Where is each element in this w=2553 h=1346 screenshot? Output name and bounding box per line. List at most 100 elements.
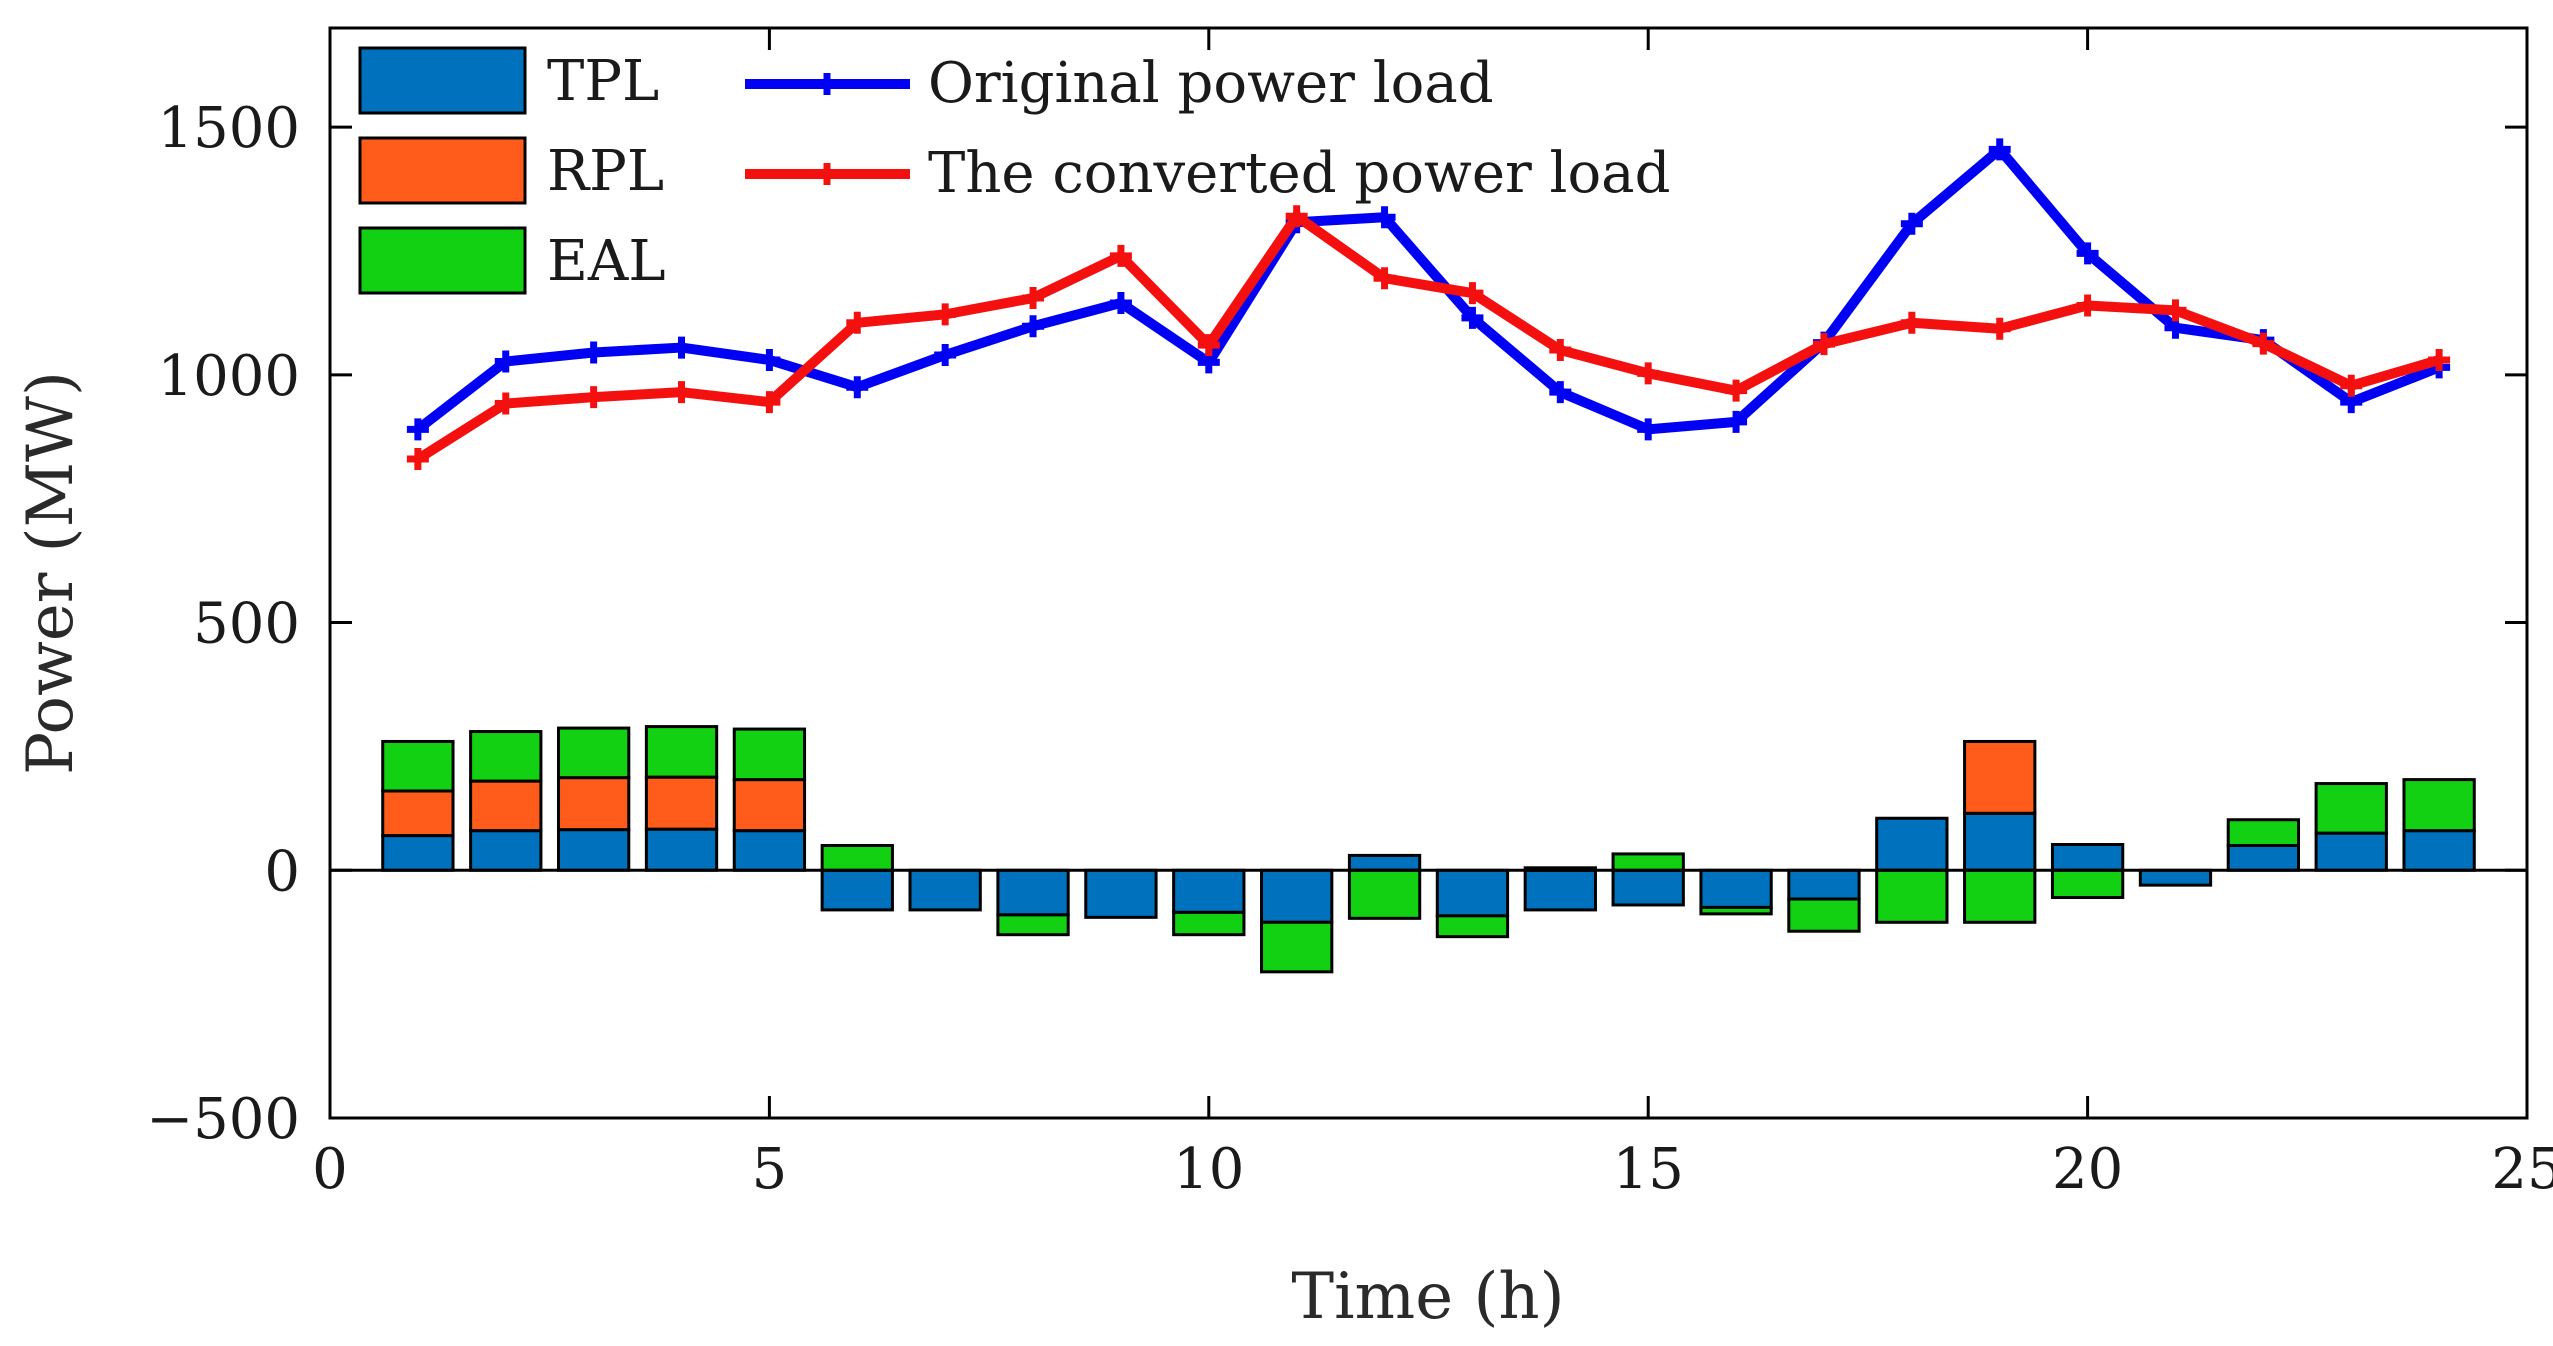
series-2-point-15	[1637, 362, 1660, 385]
bar-tpl-19	[1963, 811, 2037, 872]
y-axis-label: Power (MW)	[14, 371, 88, 775]
bar-tpl-1	[381, 834, 455, 872]
series-2-point-20	[2076, 294, 2099, 317]
legend-label-line-1: Original power load	[928, 51, 1494, 116]
y-tick-label-0: 0	[264, 839, 300, 904]
x-tick-label-10: 10	[1173, 1137, 1244, 1202]
bar-rpl-3	[556, 776, 631, 832]
series-1-point-9	[1109, 291, 1132, 314]
series-1-point-20	[2076, 242, 2099, 265]
bar-tpl-11	[1260, 868, 1334, 924]
series-1-point-14	[1549, 381, 1572, 404]
bar-rpl-4	[644, 775, 719, 831]
bar-tpl-22	[2226, 844, 2301, 872]
legend-swatch-rpl	[358, 136, 527, 205]
series-2-point-17	[1812, 333, 1835, 356]
bar-tpl-3	[556, 828, 631, 872]
bar-eal-6	[820, 844, 894, 872]
series-2-point-21	[2164, 299, 2187, 322]
series-2-point-12	[1373, 267, 1396, 290]
bar-tpl-14	[1523, 868, 1597, 912]
legend-marker-2	[816, 163, 838, 185]
bar-eal-2	[469, 730, 543, 783]
bar-tpl-16	[1699, 868, 1773, 909]
y-tick-label-1000: 1000	[157, 344, 300, 409]
series-1-point-1	[406, 418, 429, 441]
series-2-point-4	[670, 381, 693, 404]
x-tick-label-5: 5	[752, 1137, 788, 1202]
legend: TPL RPL EAL Original power load The converte…	[358, 46, 1670, 295]
bar-eal-12	[1347, 868, 1422, 920]
bar-eal-24	[2402, 778, 2476, 833]
bar-eal-5	[732, 727, 807, 782]
series-1-point-6	[846, 376, 869, 399]
series-1-point-5	[758, 348, 781, 371]
bar-eal-11	[1260, 920, 1334, 974]
series-1-point-12	[1373, 206, 1396, 229]
series-line-1	[412, 144, 2445, 435]
series-2-point-1	[406, 448, 429, 471]
plot-frame	[328, 26, 2529, 1120]
x-tick-label-15: 15	[1613, 1137, 1684, 1202]
series-2-point-6	[846, 311, 869, 334]
series-2-point-16	[1725, 379, 1748, 402]
series-1-point-8	[1022, 315, 1045, 338]
bar-eal-1	[381, 739, 455, 793]
bar-eal-4	[644, 725, 719, 779]
y-tick-label-500: 500	[193, 592, 300, 657]
bar-eal-10	[1172, 910, 1246, 937]
bar-eal-23	[2314, 782, 2388, 835]
series-2-point-11	[1285, 205, 1308, 228]
bar-tpl-13	[1435, 868, 1510, 918]
series-2-point-19	[1988, 317, 2011, 340]
series-2-point-23	[2340, 374, 2363, 397]
series-1-point-13	[1461, 306, 1484, 329]
bar-eal-15	[1611, 852, 1685, 872]
bar-tpl-6	[820, 868, 894, 912]
bar-tpl-17	[1787, 868, 1861, 901]
y-tick-label--500: −500	[146, 1087, 300, 1152]
bar-tpl-24	[2402, 829, 2476, 872]
bar-rpl-19	[1963, 739, 2037, 815]
bar-eal-13	[1435, 914, 1510, 939]
bar-eal-18	[1875, 868, 1949, 924]
series-1-point-19	[1988, 138, 2011, 161]
series-line-2	[412, 211, 2445, 465]
bar-eal-22	[2226, 818, 2301, 848]
series-2-point-5	[758, 391, 781, 414]
plot-background	[330, 28, 2527, 1118]
series-2-point-18	[1900, 311, 1923, 334]
bar-tpl-9	[1084, 868, 1158, 919]
bar-tpl-8	[996, 868, 1070, 917]
bar-tpl-5	[732, 829, 807, 872]
bar-tpl-21	[2138, 868, 2213, 887]
y-tick-label-1500: 1500	[157, 96, 300, 161]
bar-eal-16	[1699, 905, 1773, 916]
bar-eal-17	[1787, 897, 1861, 933]
series-1-point-16	[1725, 410, 1748, 433]
bar-tpl-23	[2314, 831, 2388, 872]
bar-tpl-10	[1172, 868, 1246, 914]
bar-rpl-2	[469, 779, 543, 833]
bar-tpl-18	[1875, 816, 1949, 872]
series-2-point-2	[494, 392, 517, 415]
series-1-point-7	[934, 344, 957, 366]
series-1-point-4	[670, 336, 693, 359]
bar-tpl-4	[644, 827, 719, 872]
bar-tpl-7	[908, 868, 982, 912]
bar-rpl-5	[732, 778, 807, 833]
bar-tpl-2	[469, 829, 543, 872]
series-1-point-15	[1637, 418, 1660, 441]
series-2-point-10	[1197, 334, 1220, 357]
series-2-point-3	[582, 386, 605, 409]
legend-swatch-tpl	[358, 46, 527, 115]
bar-eal-8	[996, 913, 1070, 937]
series-1-point-18	[1900, 212, 1923, 235]
bar-tpl-20	[2050, 843, 2125, 872]
x-tick-label-20: 20	[2052, 1137, 2123, 1202]
series-2-point-13	[1461, 282, 1484, 305]
legend-label-eal: EAL	[547, 229, 666, 294]
series-2-point-24	[2428, 348, 2451, 371]
